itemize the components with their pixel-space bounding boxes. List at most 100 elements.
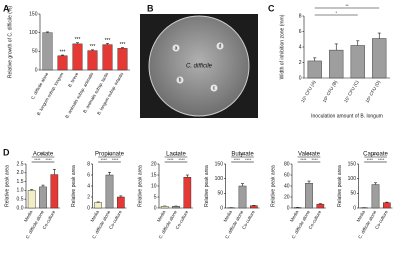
significance-label: **** (378, 157, 385, 162)
significance-label: **** (179, 157, 186, 162)
x-tick-label: Media (156, 209, 167, 223)
bar (102, 44, 113, 71)
bar (117, 196, 125, 209)
well (210, 84, 218, 92)
x-tick-label: 10⁵ CFU (A) (300, 79, 317, 103)
y-tick-label: 2.5 (17, 161, 24, 167)
y-tick-label: 0 (299, 75, 302, 81)
y-axis-label: Relative peak area (337, 165, 343, 207)
significance-label: **** (367, 157, 374, 162)
y-tick-label: 5 (154, 194, 157, 200)
significance-label: *** (90, 44, 96, 50)
well-label: a (175, 45, 178, 51)
significance-label: **** (167, 157, 174, 162)
bar (160, 206, 169, 209)
bar (172, 206, 180, 209)
x-axis-label: Inoculation amount of B. longum (311, 113, 383, 119)
x-tick-label: Media (90, 209, 101, 223)
bar (72, 43, 83, 71)
y-tick-label: 0 (287, 205, 290, 211)
bar (371, 184, 380, 209)
x-tick-label: 10⁸ CFU (D) (364, 79, 381, 103)
significance-label: **** (46, 157, 53, 162)
bar (50, 174, 59, 209)
chart-title: Lactate (166, 152, 186, 158)
bar (250, 205, 258, 209)
significance-label: **** (234, 157, 241, 162)
bar (307, 60, 322, 79)
y-tick-label: 150 (348, 161, 357, 167)
well-label: b (179, 77, 182, 83)
bar (94, 202, 102, 209)
x-tick-label: B. breve (67, 71, 80, 88)
significance-label: **** (300, 157, 307, 162)
significance-label: **** (106, 152, 113, 157)
y-tick-label: 0 (353, 205, 356, 211)
bar (372, 38, 387, 79)
significance-label: *** (75, 37, 81, 43)
significance-label: * (335, 10, 337, 15)
y-tick-label: 100 (215, 176, 224, 182)
y-axis-label: Relative peak area (4, 165, 10, 207)
y-tick-label: 2 (299, 60, 302, 66)
well (172, 44, 180, 52)
bar (183, 176, 192, 209)
panel-letter: C (268, 3, 275, 13)
well-label: d (219, 43, 222, 49)
bar (117, 48, 128, 71)
significance-label: **** (245, 157, 252, 162)
y-axis-label: Relative growth of C. difficile (%) (7, 6, 13, 78)
bar (238, 185, 247, 209)
y-tick-label: 50 (217, 191, 223, 197)
y-tick-label: 0 (35, 67, 38, 73)
significance-label: **** (306, 152, 313, 157)
y-tick-label: 150 (29, 11, 38, 17)
significance-label: **** (112, 157, 119, 162)
x-tick-label: B. animalis subsp. animalis (64, 72, 94, 119)
significance-label: *** (41, 152, 46, 157)
y-tick-label: 0.5 (17, 197, 24, 203)
significance-label: *** (60, 49, 66, 55)
y-tick-label: 20 (151, 161, 157, 167)
y-tick-label: 50 (32, 49, 38, 55)
well-label: c (213, 85, 216, 91)
y-axis-label: Relative peak area (137, 165, 143, 207)
significance-label: **** (312, 157, 319, 162)
bar (42, 32, 53, 71)
bar (305, 183, 313, 209)
significance-label: **** (372, 152, 379, 157)
well (216, 42, 224, 50)
significance-label: **** (239, 152, 246, 157)
y-tick-label: 10 (151, 183, 157, 189)
y-axis-label: Width of inhibition zone (mm) (279, 14, 285, 79)
bar (329, 49, 344, 79)
x-tick-label: Media (23, 209, 34, 223)
significance-label: **** (34, 157, 41, 162)
y-tick-label: 1.0 (17, 188, 24, 194)
y-tick-label: 8 (299, 13, 302, 19)
x-tick-label: 10⁷ CFU (C) (343, 79, 360, 103)
y-tick-label: 100 (348, 176, 357, 182)
y-tick-label: 0 (87, 205, 90, 211)
x-tick-label: B. longum subsp. longum (36, 71, 65, 116)
y-tick-label: 150 (215, 161, 224, 167)
y-tick-label: 40 (284, 183, 290, 189)
panel-letter: D (3, 147, 10, 157)
y-tick-label: 2 (87, 194, 90, 200)
organism-label: C. difficile (186, 64, 213, 70)
y-tick-label: 100 (29, 30, 38, 36)
x-tick-label: Media (223, 209, 234, 223)
x-tick-label: Media (356, 209, 367, 223)
y-tick-label: 15 (151, 172, 157, 178)
significance-label: ** (345, 3, 349, 8)
chart-title: Butyrate (231, 152, 254, 158)
chart-title: Propionate (95, 152, 125, 158)
bar (383, 202, 391, 209)
plate-panel: B a b c d C. difficile (140, 3, 258, 118)
bar (57, 55, 68, 71)
y-tick-label: 20 (284, 194, 290, 200)
well (176, 76, 184, 84)
bar (105, 174, 114, 209)
y-tick-label: 0 (154, 205, 157, 211)
